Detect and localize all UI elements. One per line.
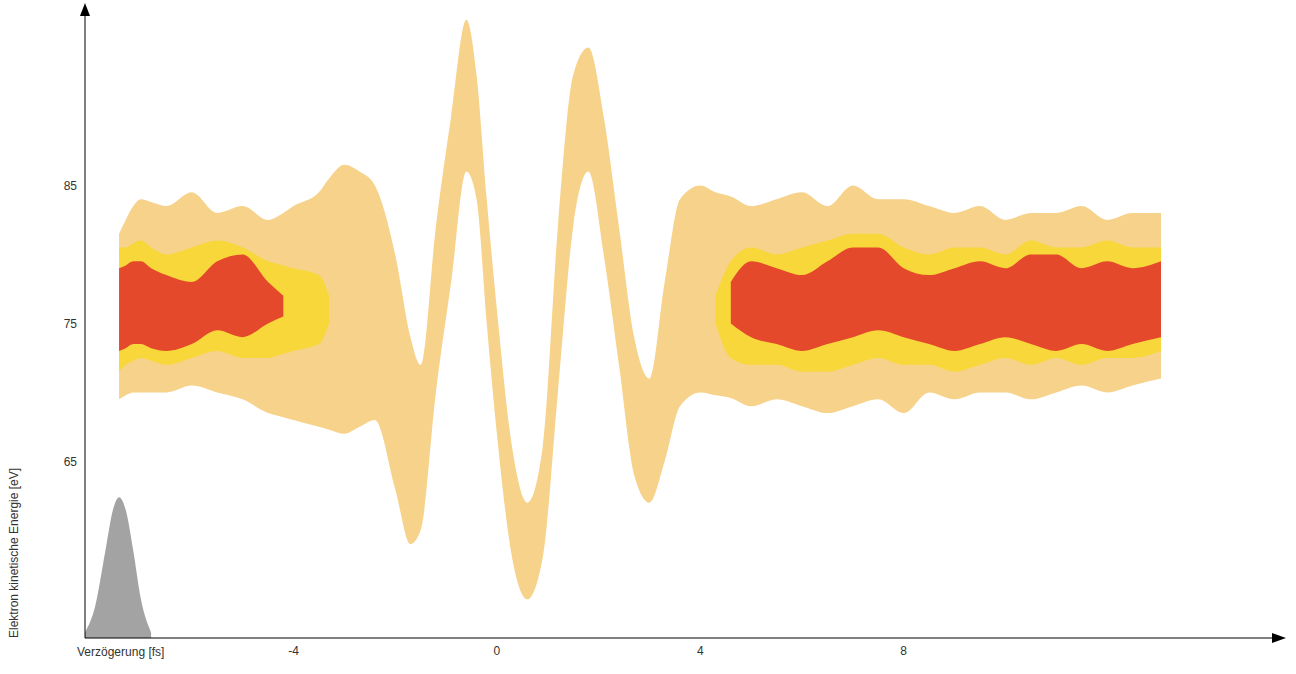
svg-text:8: 8 [900, 644, 907, 658]
svg-text:4: 4 [697, 644, 704, 658]
svg-text:85: 85 [64, 179, 78, 193]
svg-text:75: 75 [64, 317, 78, 331]
svg-text:0: 0 [494, 644, 501, 658]
svg-text:65: 65 [64, 455, 78, 469]
svg-text:-4: -4 [288, 644, 299, 658]
svg-text:Elektron kinetische Energie [e: Elektron kinetische Energie [eV] [7, 468, 21, 638]
svg-text:Verzögerung [fs]: Verzögerung [fs] [77, 645, 164, 659]
